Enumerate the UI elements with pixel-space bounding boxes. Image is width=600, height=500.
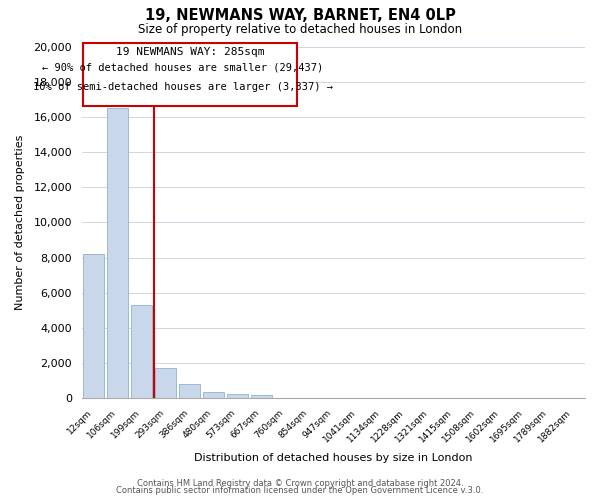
Bar (155, 368, 176, 398)
Text: Contains public sector information licensed under the Open Government Licence v.: Contains public sector information licen… (116, 486, 484, 495)
Text: Size of property relative to detached houses in London: Size of property relative to detached ho… (138, 22, 462, 36)
Bar (179, 384, 200, 398)
X-axis label: Distribution of detached houses by size in London: Distribution of detached houses by size … (194, 452, 473, 462)
FancyBboxPatch shape (83, 43, 298, 106)
Bar (227, 394, 248, 398)
Bar (251, 396, 272, 398)
Text: 10% of semi-detached houses are larger (3,337) →: 10% of semi-detached houses are larger (… (33, 82, 333, 92)
Bar (203, 392, 224, 398)
Text: 19, NEWMANS WAY, BARNET, EN4 0LP: 19, NEWMANS WAY, BARNET, EN4 0LP (145, 8, 455, 22)
Text: 19 NEWMANS WAY: 285sqm: 19 NEWMANS WAY: 285sqm (116, 47, 265, 57)
Text: Contains HM Land Registry data © Crown copyright and database right 2024.: Contains HM Land Registry data © Crown c… (137, 478, 463, 488)
Bar (107, 108, 128, 399)
Bar (83, 254, 104, 398)
Text: ← 90% of detached houses are smaller (29,437): ← 90% of detached houses are smaller (29… (43, 62, 323, 72)
Bar (131, 305, 152, 398)
Y-axis label: Number of detached properties: Number of detached properties (15, 134, 25, 310)
